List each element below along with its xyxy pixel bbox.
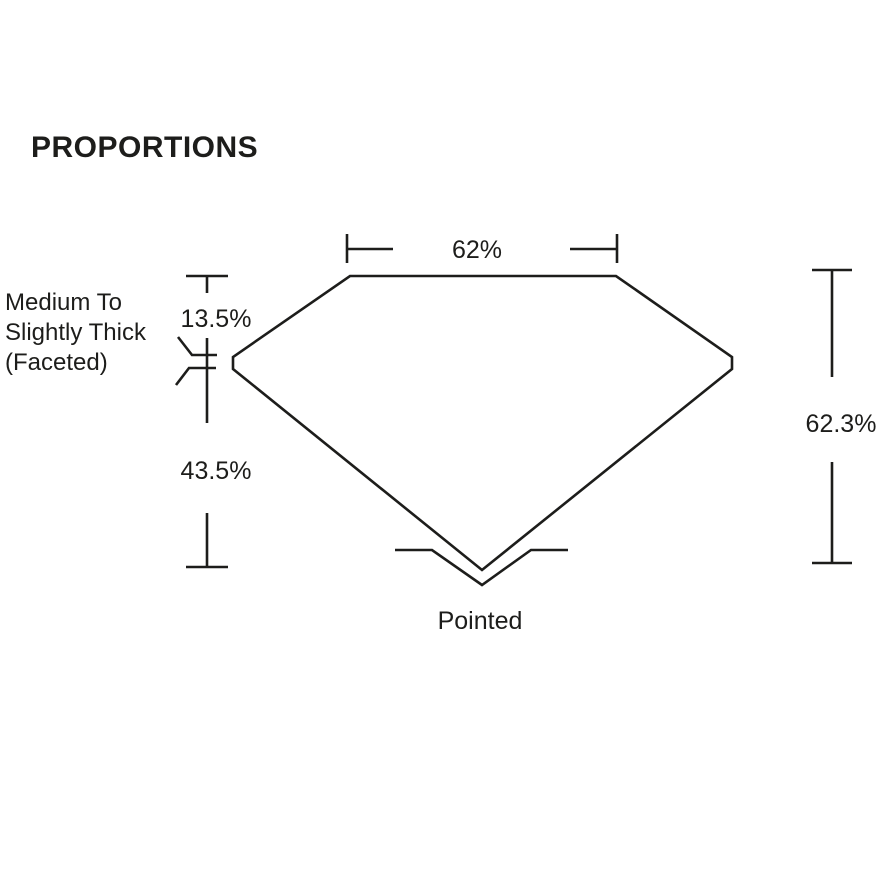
table-width-dimension: 62% (345, 234, 619, 264)
culet-value: Pointed (438, 607, 523, 635)
total-depth-value: 62.3% (806, 410, 877, 438)
crown-height-value: 13.5% (181, 305, 252, 333)
diamond-outline (231, 274, 734, 572)
girdle-thickness-line-2: Slightly Thick (5, 319, 146, 346)
pavilion-depth-value: 43.5% (181, 457, 252, 485)
girdle-callout (174, 336, 217, 386)
crown-height-dimension: 13.5% (181, 274, 252, 423)
culet-callout-bracket (395, 548, 568, 587)
page-title: PROPORTIONS (31, 131, 259, 164)
girdle-thickness-line-1: Medium To (5, 289, 122, 316)
girdle-callout-upper-bracket (176, 336, 217, 357)
total-depth-dimension: 62.3% (806, 268, 877, 565)
pavilion-depth-dimension: 43.5% (181, 457, 252, 569)
table-width-value: 62% (452, 236, 502, 264)
girdle-callout-lower-bracket (174, 366, 216, 386)
culet-callout: Pointed (395, 548, 568, 635)
girdle-thickness-label: Medium To Slightly Thick (Faceted) (5, 288, 146, 378)
girdle-thickness-line-3: (Faceted) (5, 349, 108, 376)
